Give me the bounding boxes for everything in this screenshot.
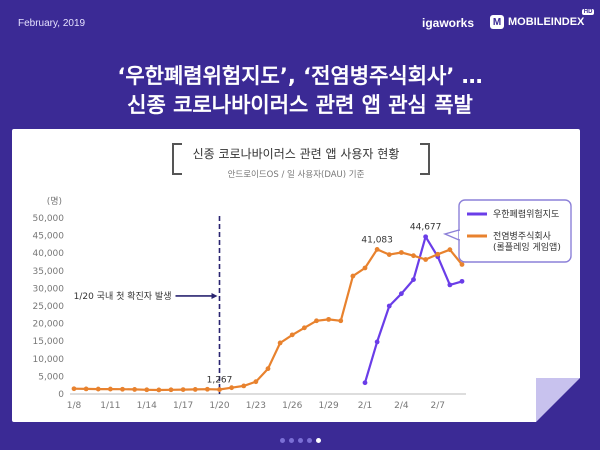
series-point (374, 339, 380, 345)
legend-label: (롤플레잉 게임앱) (493, 241, 561, 253)
pager-dot[interactable] (297, 438, 303, 443)
series-point (168, 387, 174, 393)
series-point (289, 332, 295, 338)
line-chart: (명) 0 5,000 10,000 15,000 20,000 25,000 30,000 3… (33, 196, 572, 411)
series-point (423, 257, 429, 262)
series-point (447, 282, 453, 288)
title-bracket-right (420, 143, 430, 175)
series-point (374, 246, 380, 252)
series-point (350, 273, 356, 279)
hd-badge: HD (581, 9, 595, 15)
series-point (398, 250, 404, 255)
series-point (71, 386, 77, 392)
chart-subtitle: 안드로이드OS / 일 사용자(DAU) 기준 (227, 170, 365, 180)
y-tick-label: 5,000 (38, 372, 64, 382)
series-point (120, 386, 125, 392)
series-point (338, 318, 344, 324)
legend-label: 우한폐렴위험지도 (493, 208, 559, 220)
series-point (217, 387, 222, 392)
x-tick-label: 1/26 (282, 401, 302, 411)
series-point (459, 262, 465, 267)
x-tick-label: 1/23 (246, 401, 266, 411)
series-point (459, 278, 465, 284)
series-point (362, 380, 368, 386)
series-point (326, 316, 332, 322)
series-point (253, 379, 259, 385)
series-point (204, 386, 210, 392)
series-line-0 (363, 235, 463, 384)
series-point (107, 386, 113, 392)
y-tick-label: 30,000 (33, 284, 65, 294)
mobileindex-logo: M MOBILEINDEX HD (490, 9, 595, 29)
headline: ‘우한폐렴위험지도’, ‘전염병주식회사’ … 신종 코로나바이러스 관련 앱 … (0, 62, 600, 120)
x-tick-label: 1/11 (100, 401, 120, 411)
y-tick-label: 35,000 (33, 267, 65, 277)
y-tick-label: 25,000 (33, 302, 65, 312)
page-fold-corner (536, 378, 580, 422)
series-point (301, 325, 307, 331)
pager-dot[interactable] (315, 438, 321, 443)
x-tick-label: 2/7 (431, 401, 445, 411)
data-value-label: 44,677 (410, 223, 442, 233)
legend-pointer (442, 229, 460, 242)
mobileindex-logo-text: MOBILEINDEX (508, 16, 585, 28)
y-tick-label: 40,000 (33, 249, 65, 259)
chart-title: 신종 코로나바이러스 관련 앱 사용자 현황 (192, 147, 400, 161)
series-point (156, 387, 162, 393)
series-point (386, 303, 392, 309)
chart-title-block: 신종 코로나바이러스 관련 앱 사용자 현황 안드로이드OS / 일 사용자(D… (12, 145, 580, 180)
y-axis-unit: (명) (47, 196, 62, 207)
title-bracket-left (172, 143, 182, 175)
date-label: February, 2019 (18, 18, 86, 29)
series-point (411, 277, 416, 282)
pagination-dots (0, 428, 600, 447)
x-tick-label: 1/29 (319, 401, 339, 411)
series-point (241, 383, 247, 389)
chart-card: 신종 코로나바이러스 관련 앱 사용자 현황 안드로이드OS / 일 사용자(D… (12, 129, 580, 422)
headline-line-1: ‘우한폐렴위험지도’, ‘전염병주식회사’ … (117, 64, 483, 88)
series-point (180, 387, 186, 392)
y-tick-label: 20,000 (33, 320, 65, 330)
series-point (386, 252, 392, 258)
pager-dot[interactable] (279, 438, 285, 443)
x-tick-label: 1/8 (67, 401, 82, 411)
series-point (362, 265, 368, 271)
series-point (83, 386, 89, 392)
pager-dot[interactable] (306, 438, 312, 443)
series-point (265, 366, 271, 372)
y-tick-label: 10,000 (33, 355, 65, 365)
y-tick-label: 45,000 (33, 232, 65, 242)
series-point (95, 386, 101, 392)
pager-dot[interactable] (288, 438, 294, 443)
legend-label: 전염병주식회사 (493, 231, 552, 242)
series-point (192, 387, 198, 392)
series-point (435, 251, 441, 257)
data-value-label: 1,267 (207, 376, 233, 386)
x-tick-label: 1/20 (209, 401, 229, 411)
mobileindex-m-icon: M (490, 15, 504, 29)
headline-line-2: 신종 코로나바이러스 관련 앱 관심 폭발 (127, 93, 473, 117)
series-point (398, 291, 404, 297)
first-case-annotation: 1/20 국내 첫 확진자 발생 (74, 290, 172, 302)
igaworks-logo: igaworks (422, 16, 475, 30)
first-case-arrow-head (211, 292, 218, 299)
data-value-label: 41,083 (361, 235, 393, 245)
y-tick-label: 50,000 (33, 214, 65, 224)
x-tick-label: 2/1 (358, 401, 372, 411)
series-point (314, 318, 319, 324)
y-tick-label: 0 (58, 390, 64, 400)
x-tick-label: 2/4 (394, 401, 409, 411)
series-point (447, 247, 453, 253)
series-point (411, 253, 416, 259)
x-tick-label: 1/17 (173, 401, 193, 411)
y-tick-label: 15,000 (33, 337, 65, 347)
series-point (423, 234, 429, 240)
x-tick-label: 1/14 (137, 401, 157, 411)
series-point (132, 387, 138, 392)
series-point (277, 340, 283, 346)
series-point (144, 387, 150, 393)
series-point (229, 385, 235, 391)
